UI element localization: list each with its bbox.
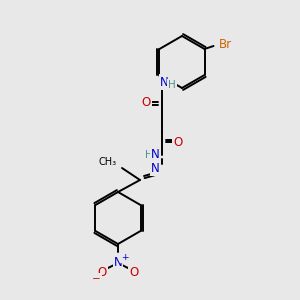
Text: +: + <box>121 253 129 262</box>
Text: CH₃: CH₃ <box>99 157 117 167</box>
Text: Br: Br <box>218 38 232 52</box>
Text: −: − <box>92 274 100 284</box>
Text: N: N <box>160 76 168 88</box>
Text: N: N <box>151 161 160 175</box>
Text: H: H <box>168 80 176 90</box>
Text: O: O <box>173 136 183 148</box>
Text: N: N <box>114 256 122 268</box>
Text: N: N <box>151 148 160 161</box>
Text: O: O <box>98 266 106 278</box>
Text: O: O <box>141 95 151 109</box>
Text: O: O <box>129 266 139 278</box>
Text: H: H <box>145 150 153 160</box>
